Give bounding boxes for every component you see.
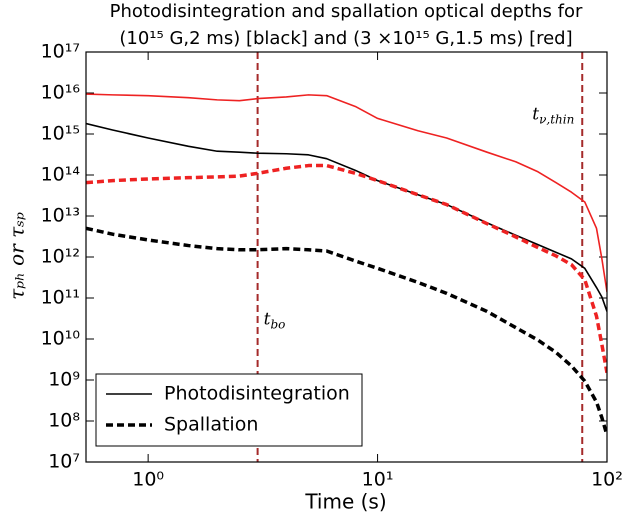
x-axis-label: Time (s) [304,490,386,514]
y-tick-label: 10¹² [41,246,80,268]
legend-label: Spallation [164,414,258,436]
y-axis-label: τₚₕ or τₛₚ [5,212,29,300]
legend-box [95,373,363,447]
y-tick-label: 10⁷ [48,451,80,473]
series-line [86,122,607,312]
y-tick-label: 10¹⁰ [41,328,80,350]
y-tick-label: 10¹³ [41,205,80,227]
chart-title: Photodisintegration and spallation optic… [110,1,583,22]
series-line [86,93,607,293]
annotation-text: t [264,309,271,329]
y-tick-label: 10¹⁵ [41,123,80,145]
annotation-subscript: ν,thin [539,112,574,126]
y-tick-label: 10¹¹ [41,287,80,309]
series-line [86,226,607,436]
series-line [86,163,607,374]
y-tick-label: 10¹⁶ [41,82,80,104]
x-tick-label: 10⁰ [132,469,164,491]
chart-title: (10¹⁵ G,2 ms) [black] and (3 ×10¹⁵ G,1.5… [119,28,572,49]
y-tick-label: 10¹⁷ [41,41,80,63]
annotation-subscript: bo [270,317,285,331]
y-tick-label: 10¹⁴ [41,164,81,186]
legend-label: Photodisintegration [164,383,350,405]
annotation: tν,thin [532,104,574,126]
y-tick-label: 10⁹ [48,369,80,391]
annotation: tbo [264,309,286,331]
annotation-text: t [532,104,539,124]
y-tick-label: 10⁸ [48,410,80,432]
plot-frame [85,51,608,463]
x-tick-label: 10¹ [362,469,394,491]
x-tick-label: 10² [591,469,623,491]
